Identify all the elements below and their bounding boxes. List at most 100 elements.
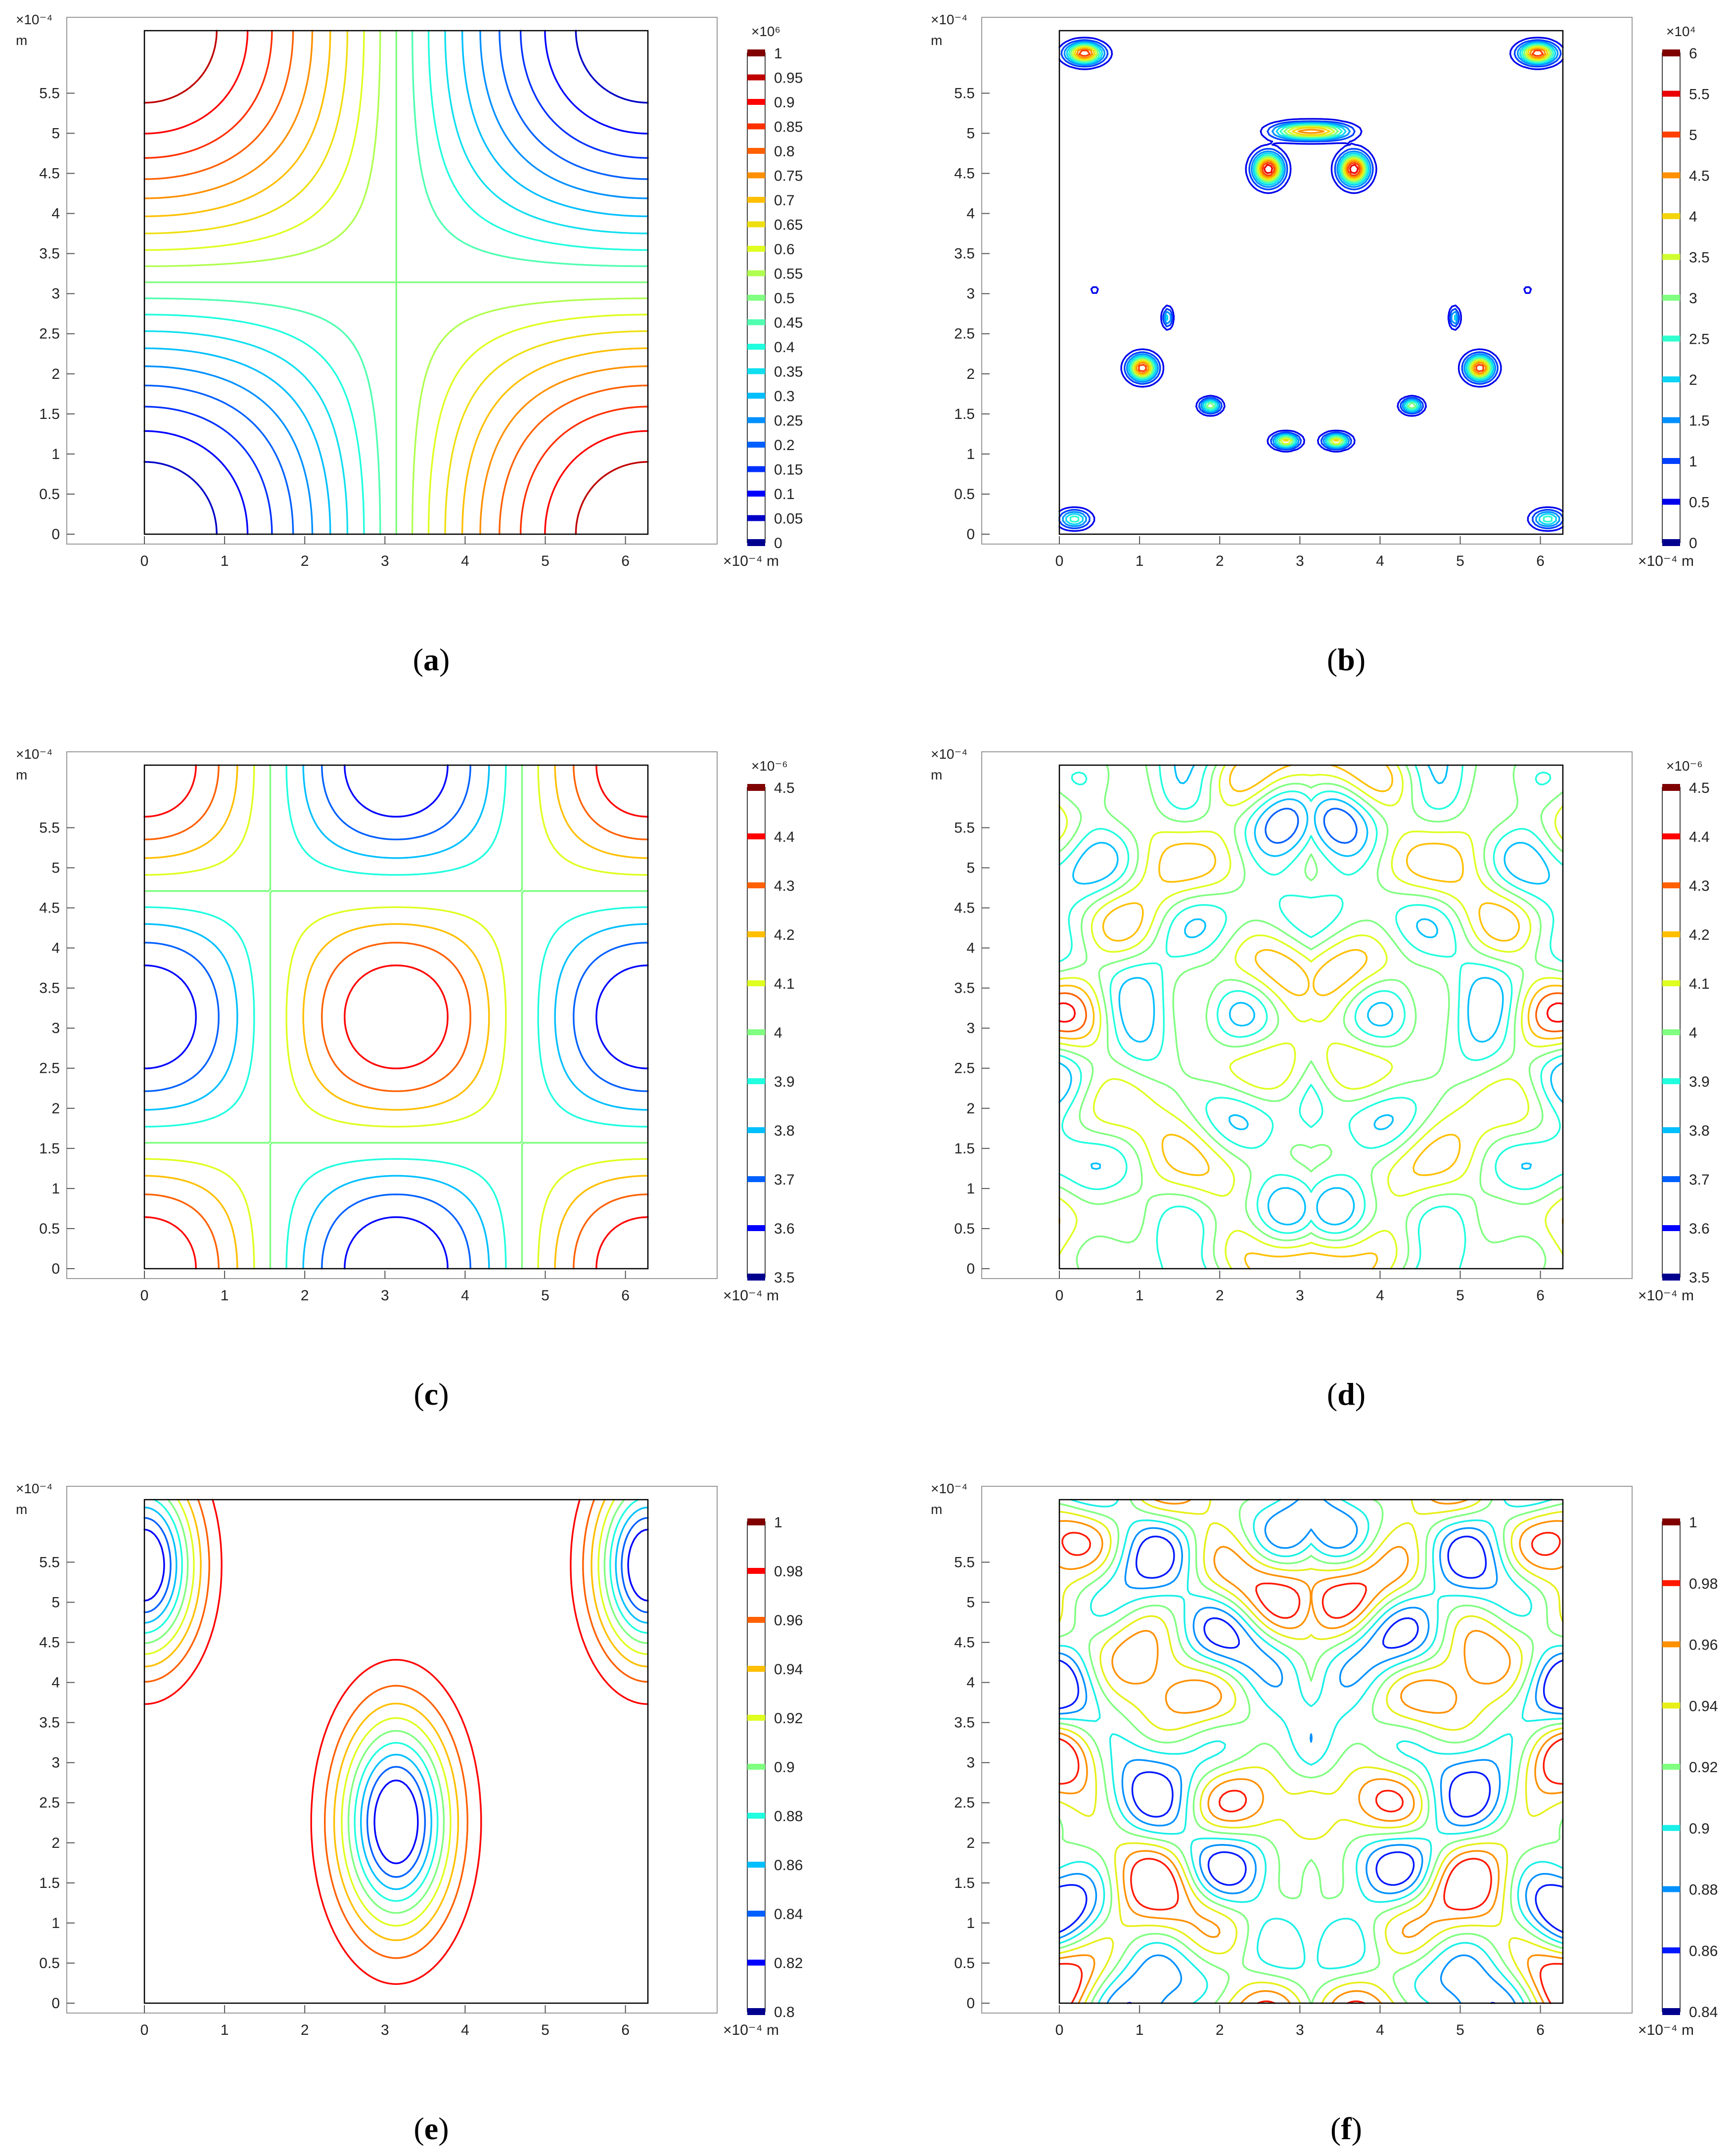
contour-level: [1058, 1499, 1564, 2004]
contour-level: [1058, 37, 1564, 532]
y-tick-label: 2.5: [39, 1795, 60, 1811]
x-tick-label: 5: [541, 1287, 549, 1304]
colorbar-swatch: [1662, 1641, 1680, 1648]
contour-level: [1058, 764, 1564, 1270]
contour-level: [1058, 764, 1564, 1270]
contour-level: [143, 764, 649, 1270]
panel-caption: (c): [413, 1376, 449, 1412]
colorbar-label: 0.4: [774, 339, 795, 356]
colorbar-label: 4.2: [774, 927, 795, 943]
colorbar-swatch: [1662, 833, 1680, 839]
colorbar-swatch: [747, 246, 765, 252]
colorbar-swatch: [747, 49, 765, 56]
colorbar-swatch: [1662, 1176, 1680, 1182]
colorbar-swatch: [1662, 417, 1680, 423]
y-tick-label: 2.5: [954, 1060, 975, 1077]
y-tick-label: 3: [966, 1020, 975, 1037]
x-axis-multiplier: ×10⁻⁴ m: [723, 1287, 779, 1304]
contour-chart-e: 0 1 2 3 4 5 6 ×10⁻⁴ m 0 0.5 1 1.5 2 2.5 3 3.5 4 4.5 5 5.5 ×1…: [16, 1481, 803, 2146]
plot-domain-border: [143, 30, 649, 535]
colorbar: 4.5 4.4 4.3 4.2 4.1 4 3.9 3.8 3.7 3.6 3.5 ×10⁻⁶: [1662, 758, 1710, 1286]
colorbar-label: 0.65: [774, 217, 803, 233]
colorbar-swatch: [747, 172, 765, 179]
colorbar-multiplier: ×10⁻⁶: [751, 758, 788, 774]
y-tick-label: 3: [966, 1755, 975, 1771]
x-tick-label: 0: [140, 553, 149, 569]
y-tick-label: 0: [966, 1995, 975, 2012]
panel-caption: (a): [413, 642, 450, 677]
y-axis-multiplier: ×10⁻⁴: [16, 746, 52, 762]
colorbar-label: 0.1: [774, 486, 795, 503]
contour-level: [143, 764, 649, 1270]
x-tick-label: 5: [1456, 553, 1464, 569]
contour-lines: [143, 30, 649, 535]
panel-caption: (b): [1327, 642, 1366, 677]
colorbar-swatch: [747, 368, 765, 374]
x-tick-label: 2: [1216, 553, 1224, 569]
x-axis-multiplier: ×10⁻⁴ m: [723, 2022, 779, 2038]
y-tick-label: 2: [51, 1835, 60, 1851]
contour-level: [143, 1499, 649, 1914]
colorbar-label: 4.3: [1689, 878, 1710, 894]
y-tick-label: 3: [51, 286, 60, 302]
y-tick-label: 1.5: [954, 406, 975, 422]
colorbar-swatch: [1662, 458, 1680, 464]
y-tick-label: 2: [51, 1101, 60, 1117]
colorbar-label: 0.25: [774, 413, 803, 429]
y-axis-multiplier: ×10⁻⁴: [931, 12, 967, 27]
colorbar: 1 0.98 0.96 0.94 0.92 0.9 0.88 0.86 0.84 0.82 0.8: [747, 1514, 803, 2020]
y-tick-label: 5.5: [954, 820, 975, 836]
y-tick-label: 4.5: [39, 1635, 60, 1651]
contour-level: [1078, 49, 1544, 372]
y-tick-label: 1.5: [39, 406, 60, 422]
contour-level: [1065, 42, 1557, 525]
x-tick-label: 3: [1296, 2022, 1304, 2038]
contour-level: [143, 30, 649, 535]
colorbar-label: 0.88: [1689, 1882, 1718, 1898]
y-tick-label: 4.5: [39, 166, 60, 182]
y-tick-label: 4.5: [954, 166, 975, 182]
colorbar-label: 0.45: [774, 315, 803, 331]
x-tick-label: 3: [381, 2022, 389, 2038]
colorbar-swatch: [747, 74, 765, 81]
axes-frame: [981, 17, 1633, 545]
contour-level: [1068, 44, 1554, 523]
x-tick-label: 3: [1296, 1287, 1304, 1304]
colorbar-label: 1.5: [1689, 413, 1710, 429]
colorbar-swatch: [747, 1274, 765, 1281]
contour-level: [143, 764, 649, 1270]
y-axis-multiplier: ×10⁻⁴: [931, 746, 967, 762]
contour-lines: [1058, 1499, 1564, 2004]
axes-frame: [981, 1486, 1633, 2014]
colorbar-multiplier: ×10⁴: [1666, 24, 1696, 39]
colorbar-label: 4.1: [774, 976, 795, 992]
colorbar-label: 4: [1689, 209, 1697, 225]
y-axis-unit: m: [931, 767, 942, 782]
colorbar-swatch: [1662, 1225, 1680, 1231]
colorbar-label: 3.5: [1689, 250, 1710, 266]
contour-level: [143, 764, 649, 1270]
contour-chart-c: 0 1 2 3 4 5 6 ×10⁻⁴ m 0 0.5 1 1.5 2 2.5 3 3.5 4 4.5 5 5.5 ×1…: [16, 746, 795, 1412]
colorbar-label: 0.3: [774, 388, 795, 405]
contour-level: [143, 30, 649, 535]
colorbar-label: 3.5: [1689, 1270, 1710, 1286]
x-tick-label: 5: [541, 2022, 549, 2038]
colorbar-label: 3.6: [1689, 1221, 1710, 1237]
y-tick-label: 3.5: [954, 1715, 975, 1731]
y-tick-label: 5: [51, 1594, 60, 1610]
contour-level: [143, 1499, 649, 1927]
contour-level: [143, 1517, 649, 1878]
colorbar-label: 0.96: [774, 1612, 803, 1629]
colorbar-swatch: [747, 1862, 765, 1868]
x-axis-multiplier: ×10⁻⁴ m: [1638, 2022, 1694, 2038]
colorbar-swatch: [1662, 132, 1680, 138]
y-tick-label: 0.5: [39, 1221, 60, 1237]
contour-lines: [143, 764, 649, 1270]
colorbar-swatch: [747, 1029, 765, 1035]
y-axis-multiplier: ×10⁻⁴: [931, 1481, 967, 1496]
contour-level: [143, 764, 649, 1270]
y-tick-label: 4: [966, 206, 975, 222]
y-tick-label: 4: [966, 940, 975, 957]
contour-level: [143, 1507, 649, 1890]
colorbar-label: 3.6: [774, 1221, 795, 1237]
